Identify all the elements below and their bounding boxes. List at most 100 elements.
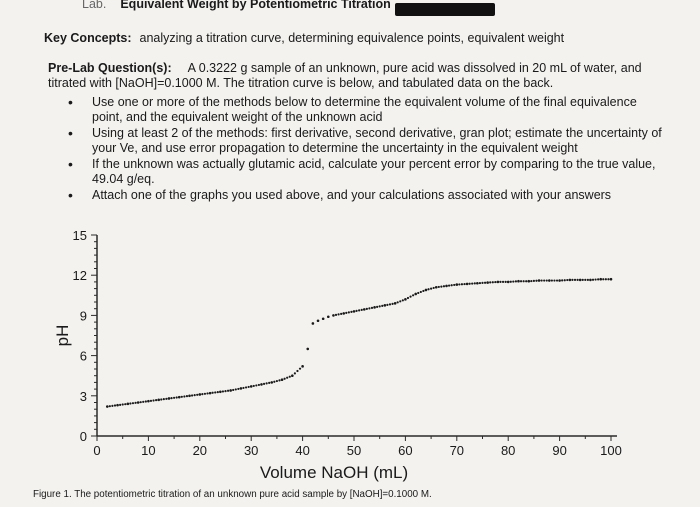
- data-point: [147, 399, 150, 403]
- curve-dot: [113, 404, 117, 407]
- curve-dot: [196, 393, 199, 396]
- data-point: [414, 292, 417, 296]
- data-point: [362, 308, 366, 311]
- curve-dot: [419, 290, 422, 294]
- curve-dot: [417, 291, 420, 295]
- curve-dot: [450, 284, 453, 287]
- curve-dot: [396, 301, 399, 304]
- curve-dot: [501, 280, 505, 283]
- curve-dot: [119, 403, 122, 406]
- key-concepts-label: Key Concepts:: [44, 31, 132, 45]
- curve-dot: [149, 399, 153, 402]
- data-point: [270, 381, 274, 384]
- data-point: [476, 281, 479, 285]
- data-point: [198, 393, 202, 396]
- curve-dot: [296, 369, 299, 373]
- curve-dot: [360, 308, 363, 311]
- data-point: [116, 403, 119, 407]
- prelab-question: Pre-Lab Question(s): A 0.3222 g sample of…: [48, 61, 678, 91]
- curve-dot: [170, 397, 173, 400]
- curve-dot: [386, 303, 389, 306]
- curve-dot: [244, 386, 248, 389]
- data-point: [393, 302, 397, 305]
- curve-dot: [293, 372, 296, 375]
- curve-dot: [337, 313, 340, 316]
- curve-dot: [268, 381, 271, 385]
- curve-dot: [471, 282, 474, 285]
- curve-dot: [142, 400, 145, 403]
- curve-dot: [566, 278, 569, 282]
- data-point: [486, 281, 489, 284]
- data-point: [327, 315, 330, 319]
- curve-dot: [108, 405, 111, 408]
- y-tick-label: 12: [73, 268, 87, 283]
- curve-dot: [412, 294, 415, 297]
- data-point: [105, 405, 109, 408]
- curve-dot: [381, 304, 384, 307]
- curve-dot: [190, 394, 194, 397]
- y-tick-label: 0: [80, 429, 87, 444]
- curve-dot: [522, 280, 525, 283]
- curve-dot: [206, 392, 209, 395]
- curve-dot: [491, 281, 494, 284]
- curve-dot: [275, 379, 278, 383]
- curve-dot: [540, 279, 543, 282]
- data-point: [306, 347, 310, 351]
- data-point: [506, 280, 510, 284]
- instruction-item: Using at least 2 of the methods: first d…: [60, 126, 670, 155]
- curve-dot: [252, 384, 255, 388]
- curve-dot: [499, 280, 502, 283]
- curve-dot: [129, 402, 132, 405]
- curve-dot: [224, 390, 227, 393]
- x-tick-label: 60: [398, 443, 412, 458]
- titration-chart: 0 3 6 9 12 15 0 10 20 30 40 50 60 70 80 90 100 Volume NaO…: [53, 228, 622, 482]
- curve-dot: [422, 289, 425, 293]
- curve-dot: [121, 403, 124, 406]
- curve-dot: [257, 383, 261, 387]
- instruction-item: Use one or more of the methods below to …: [60, 95, 670, 124]
- data-point: [177, 395, 181, 399]
- data-point: [434, 285, 438, 289]
- data-point: [527, 279, 531, 283]
- data-point: [383, 304, 387, 307]
- curve-dot: [447, 284, 451, 287]
- curve-dot: [483, 281, 487, 284]
- curve-dot: [530, 279, 533, 283]
- x-tick-label: 30: [244, 443, 258, 458]
- curve-dot: [594, 278, 597, 281]
- x-tick-label: 90: [552, 443, 566, 458]
- data-point: [609, 277, 613, 281]
- data-point: [280, 378, 284, 382]
- prelab-label: Pre-Lab Question(s):: [48, 61, 172, 75]
- curve-dot: [165, 397, 168, 400]
- curve-dot: [124, 403, 127, 406]
- data-point: [321, 317, 325, 321]
- curve-dot: [512, 280, 515, 283]
- figure-caption: Figure 1. The potentiometric titration o…: [33, 489, 432, 500]
- curve-dot: [365, 307, 368, 310]
- curve-dot: [160, 398, 163, 401]
- curve-dot: [460, 283, 464, 286]
- data-point: [249, 385, 253, 388]
- curve-dot: [591, 278, 595, 281]
- curve-dot: [211, 391, 214, 394]
- curve-dot: [453, 283, 456, 287]
- curve-dot: [401, 299, 404, 302]
- data-point: [301, 365, 304, 368]
- curve-dot: [597, 278, 600, 281]
- curve-dot: [283, 377, 286, 380]
- instruction-item: Attach one of the graphs you used above,…: [60, 188, 670, 203]
- curve-dot: [561, 279, 564, 282]
- instruction-list: Use one or more of the methods below to …: [60, 95, 670, 205]
- data-point: [445, 284, 448, 288]
- curve-dot: [173, 396, 176, 399]
- data-point: [517, 279, 520, 283]
- redaction-bar: [395, 3, 495, 16]
- data-point: [537, 279, 541, 282]
- y-tick-label: 15: [73, 228, 87, 243]
- curve-dot: [442, 285, 446, 288]
- curve-dot: [427, 288, 430, 291]
- data-point: [455, 283, 459, 286]
- curve-dot: [334, 313, 338, 316]
- curve-dot: [203, 392, 207, 395]
